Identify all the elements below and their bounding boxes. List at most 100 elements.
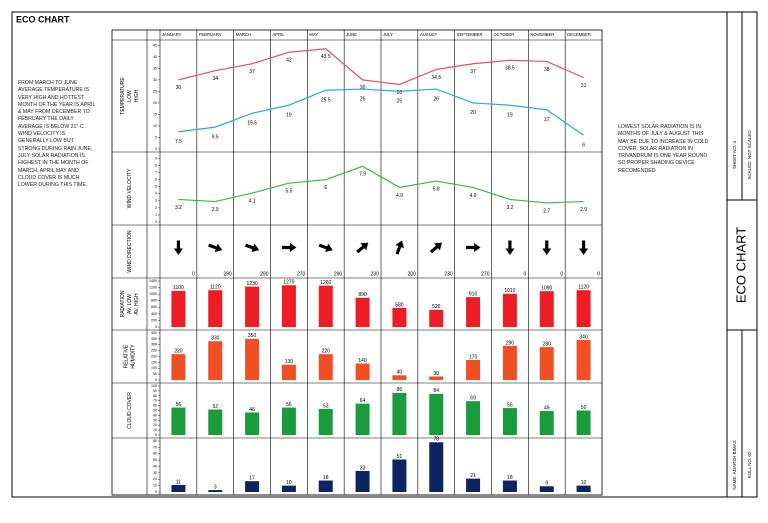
y-tick-label: 20 — [153, 477, 157, 481]
y-tick-label: 6 — [155, 178, 157, 182]
wind-arrow — [579, 240, 589, 255]
data-label: 18 — [507, 475, 513, 481]
data-label: 1260 — [320, 280, 331, 286]
data-label: 2.9 — [212, 207, 219, 213]
direction-label: 290 — [334, 271, 343, 277]
arrow-shape — [429, 242, 442, 254]
data-label: 130 — [285, 359, 294, 365]
direction-label: 270 — [481, 271, 490, 277]
data-label: 1090 — [541, 286, 552, 292]
data-label: 330 — [211, 336, 220, 342]
data-label: 15.5 — [247, 121, 257, 127]
data-label: 37 — [470, 69, 476, 75]
direction-label: 0 — [560, 271, 563, 277]
bar — [318, 480, 333, 492]
data-label: 50 — [581, 405, 587, 411]
arrow-shape — [208, 243, 223, 253]
data-label: 9.5 — [212, 134, 219, 140]
bar — [208, 290, 223, 327]
y-tick-label: 1200 — [149, 286, 157, 290]
data-label: 78 — [433, 437, 439, 443]
data-label: 290 — [506, 340, 515, 346]
bar — [281, 364, 296, 380]
arrow-shape — [173, 240, 183, 255]
y-tick-label: 50 — [153, 408, 157, 412]
bar — [576, 410, 591, 435]
bar — [392, 307, 407, 327]
data-label: 140 — [358, 358, 367, 364]
month-label: DECEMBER — [567, 32, 591, 37]
y-tick-label: 8 — [155, 164, 157, 168]
data-label: 43.5 — [321, 54, 331, 60]
y-tick-label: 200 — [151, 354, 157, 358]
y-tick-label: 20 — [153, 423, 157, 427]
data-label: 280 — [543, 341, 552, 347]
data-label: 55 — [507, 402, 513, 408]
data-label: 220 — [174, 348, 183, 354]
data-label: 1100 — [173, 285, 184, 291]
data-label: 53 — [323, 403, 329, 409]
y-tick-label: 70 — [153, 399, 157, 403]
data-label: 3.2 — [506, 205, 513, 211]
data-label: 25 — [397, 99, 403, 105]
y-tick-label: 100 — [151, 384, 157, 388]
student-name: NAME: ADARSH BIMAS — [732, 440, 737, 489]
row-label: WIND VELOCITY — [127, 168, 133, 208]
line-series — [178, 165, 584, 204]
data-label: 340 — [579, 334, 588, 340]
data-label: 64 — [360, 398, 366, 404]
data-label: 31 — [581, 83, 587, 89]
y-tick-label: 10 — [153, 484, 157, 488]
bar — [466, 401, 481, 435]
bar — [208, 409, 223, 435]
data-label: 2.9 — [580, 207, 587, 213]
month-label: JULY — [383, 32, 393, 37]
data-label: 1010 — [504, 288, 515, 294]
direction-label: 230 — [444, 271, 453, 277]
bar — [171, 354, 186, 380]
data-label: 20 — [470, 110, 476, 116]
y-tick-label: 0 — [155, 220, 157, 224]
data-label: 86 — [397, 387, 403, 393]
data-label: 3.2 — [175, 205, 182, 211]
y-tick-label: 40 — [153, 464, 157, 468]
y-tick-label: 1000 — [149, 292, 157, 296]
arrow-shape — [395, 240, 404, 255]
bar — [171, 290, 186, 327]
bar — [245, 338, 260, 380]
direction-label: 200 — [407, 271, 416, 277]
sheet-title: ECO CHART — [16, 14, 70, 24]
data-label: 25.5 — [321, 98, 331, 104]
data-label: 51 — [397, 454, 403, 460]
bar — [502, 480, 517, 492]
bar — [208, 341, 223, 380]
data-label: 38 — [544, 67, 550, 73]
data-label: 40 — [397, 370, 403, 376]
y-tick-label: 30 — [153, 78, 157, 82]
data-label: 910 — [469, 291, 478, 297]
data-label: 1120 — [578, 285, 589, 291]
row-label: WIND DIRECTION — [127, 230, 133, 273]
data-label: 170 — [469, 354, 478, 360]
data-label: 56 — [176, 402, 182, 408]
month-label: OCTOBER — [494, 32, 515, 37]
row-label: HIGH — [134, 89, 140, 102]
row-label: CLOUD COVER — [127, 392, 133, 429]
bar — [392, 459, 407, 492]
y-tick-label: 20 — [153, 101, 157, 105]
data-label: 3 — [214, 484, 217, 490]
month-label: MAY — [309, 32, 318, 37]
y-tick-label: 60 — [153, 404, 157, 408]
data-label: 19 — [286, 113, 292, 119]
data-label: 46 — [249, 407, 255, 413]
data-label: 37 — [249, 69, 255, 75]
wind-arrow — [318, 243, 333, 253]
block-title: ECO CHART — [733, 227, 748, 303]
y-tick-label: 25 — [153, 89, 157, 93]
data-label: 7.9 — [359, 172, 366, 178]
data-label: 30 — [176, 85, 182, 91]
bar — [318, 285, 333, 327]
data-label: 84 — [433, 388, 439, 394]
data-label: 350 — [248, 333, 257, 339]
